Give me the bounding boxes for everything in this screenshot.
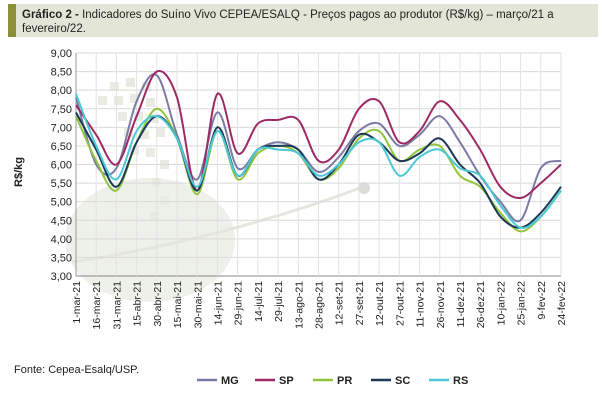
watermark-square — [160, 196, 169, 205]
y-tick-label: 7,50 — [51, 104, 72, 116]
title-accent-stripe — [8, 4, 16, 37]
x-tick-label: 11-nov-21 — [415, 281, 427, 328]
y-tick-label: 3,50 — [51, 252, 72, 264]
y-tick-label: 7,00 — [51, 122, 72, 134]
legend-label: RS — [453, 375, 468, 387]
x-tick-label: 31-mar-21 — [111, 281, 123, 330]
chart-title-label: Gráfico 2 - — [22, 9, 79, 21]
watermark-square — [130, 146, 139, 155]
x-tick-label: 15-abr-21 — [132, 281, 144, 327]
x-tick-label: 10-jan-22 — [495, 281, 507, 326]
watermark-square — [140, 130, 149, 139]
x-tick-label: 14-jul-21 — [253, 281, 265, 322]
watermark-square — [146, 148, 155, 157]
x-tick-label: 13-ago-21 — [293, 281, 305, 329]
y-tick-label: 4,50 — [51, 215, 72, 227]
y-tick-label: 9,00 — [51, 48, 72, 60]
x-tick-label: 29-jul-21 — [273, 281, 285, 322]
legend-item-pr: PR — [313, 375, 352, 387]
legend-item-sc: SC — [371, 375, 410, 387]
watermark-arc — [71, 186, 361, 264]
x-tick-label: 28-ago-21 — [314, 281, 326, 329]
chart-title: Gráfico 2 - Indicadores do Suíno Vivo CE… — [22, 8, 590, 36]
y-axis-label: R$/kg — [13, 157, 25, 187]
x-tick-label: 16-mar-21 — [91, 281, 103, 330]
x-axis-ticks: 1-mar-21 16-mar-21 31-mar-21 15-abr-21 30-ab… — [71, 281, 568, 330]
y-tick-label: 3,00 — [51, 271, 72, 283]
chart-title-text: Indicadores do Suíno Vivo CEPEA/ESALQ - … — [22, 9, 554, 35]
y-tick-label: 8,00 — [51, 85, 72, 97]
watermark-dot — [358, 182, 370, 194]
legend-label: MG — [221, 375, 239, 387]
watermark-square — [146, 98, 155, 107]
legend-item-mg: MG — [197, 375, 239, 387]
x-tick-label: 1-mar-21 — [71, 281, 83, 324]
watermark-square — [142, 82, 151, 91]
series-lines — [75, 70, 562, 233]
y-tick-label: 5,00 — [51, 197, 72, 209]
x-tick-label: 14-jun-21 — [212, 281, 224, 326]
x-tick-label: 12-out-21 — [374, 281, 386, 326]
watermark-square — [110, 82, 119, 91]
x-tick-label: 27-out-21 — [394, 281, 406, 326]
watermark-square — [150, 212, 159, 221]
legend-label: SC — [395, 375, 410, 387]
watermark-square — [130, 94, 139, 103]
y-tick-label: 6,50 — [51, 141, 72, 153]
legend-item-sp: SP — [255, 375, 294, 387]
y-tick-label: 5,50 — [51, 178, 72, 190]
x-tick-label: 12-set-21 — [334, 281, 346, 326]
source-note: Fonte: Cepea-Esalq/USP. — [14, 364, 140, 376]
x-tick-label: 11-dez-21 — [455, 281, 467, 328]
watermark-square — [134, 112, 143, 121]
watermark-square — [126, 78, 135, 87]
watermark-square — [156, 128, 165, 137]
y-tick-label: 4,00 — [51, 234, 72, 246]
x-tick-label: 9-fev-22 — [536, 281, 548, 320]
title-band — [8, 4, 598, 37]
x-tick-label: 24-fev-22 — [556, 281, 568, 326]
watermark-square — [118, 112, 127, 121]
background-watermark — [65, 78, 370, 302]
legend-label: PR — [337, 375, 352, 387]
x-tick-label: 30-abr-21 — [152, 281, 164, 327]
watermark-square — [150, 114, 159, 123]
x-tick-label: 29-jun-21 — [233, 281, 245, 326]
x-tick-label: 30-mai-21 — [192, 281, 204, 328]
legend-item-rs: RS — [429, 375, 468, 387]
y-tick-label: 6,00 — [51, 160, 72, 172]
x-tick-label: 27-set-21 — [354, 281, 366, 326]
series-line-sp — [75, 70, 562, 199]
legend-label: SP — [279, 375, 294, 387]
y-axis-ticks: 3,00 3,50 4,00 4,50 5,00 5,50 6,00 6,50 7,00 7,50… — [51, 48, 72, 283]
x-tick-label: 25-jan-22 — [516, 281, 528, 326]
y-tick-label: 8,50 — [51, 67, 72, 79]
x-tick-label: 15-mai-21 — [172, 281, 184, 328]
legend: MG SP PR SC RS — [197, 375, 468, 387]
x-tick-label: 26-nov-21 — [435, 281, 447, 328]
gridlines — [75, 52, 562, 277]
watermark-square — [114, 96, 123, 105]
watermark-sphere — [65, 178, 235, 302]
x-tick-label: 26-dez-21 — [475, 281, 487, 328]
watermark-square — [98, 96, 107, 105]
